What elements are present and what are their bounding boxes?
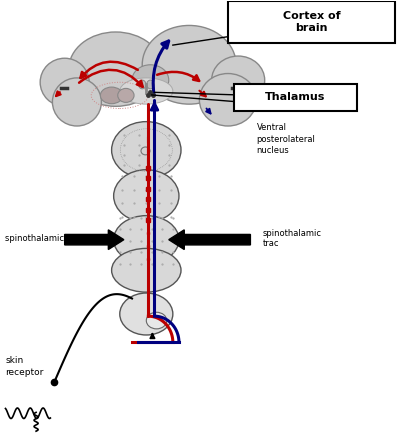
Ellipse shape <box>139 80 146 89</box>
Text: spinothalamic tract: spinothalamic tract <box>5 234 87 243</box>
Ellipse shape <box>132 65 169 95</box>
Ellipse shape <box>212 56 265 104</box>
Ellipse shape <box>199 73 256 126</box>
Text: Ventral
posterolateral
nucleus: Ventral posterolateral nucleus <box>256 123 315 155</box>
Ellipse shape <box>112 249 181 292</box>
Ellipse shape <box>114 216 179 264</box>
Ellipse shape <box>118 88 134 103</box>
Ellipse shape <box>114 170 179 222</box>
FancyBboxPatch shape <box>234 84 356 111</box>
FancyBboxPatch shape <box>228 1 395 43</box>
Text: spinothalamic
trac: spinothalamic trac <box>263 229 322 248</box>
Ellipse shape <box>120 293 173 335</box>
Ellipse shape <box>53 78 102 126</box>
Ellipse shape <box>40 58 89 106</box>
FancyArrow shape <box>65 230 124 249</box>
Ellipse shape <box>142 26 236 104</box>
Text: skin
receptor: skin receptor <box>5 356 44 377</box>
Ellipse shape <box>120 78 173 104</box>
Text: Cortex of
brain: Cortex of brain <box>283 11 340 33</box>
Ellipse shape <box>147 80 154 89</box>
FancyArrow shape <box>169 230 250 249</box>
Ellipse shape <box>69 32 163 106</box>
Ellipse shape <box>112 121 181 179</box>
Ellipse shape <box>146 312 167 329</box>
Ellipse shape <box>100 87 123 104</box>
Text: Thalamus: Thalamus <box>265 92 326 102</box>
